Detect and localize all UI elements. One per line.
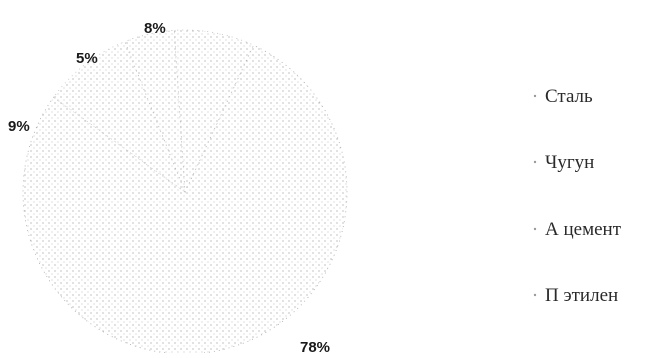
legend-marker-cast-iron bbox=[533, 160, 537, 164]
slice-asbestos-cement bbox=[124, 29, 186, 193]
pie-slices bbox=[22, 29, 348, 355]
slice-label-asbestos-cement: 5% bbox=[76, 50, 98, 67]
legend-marker-steel bbox=[533, 94, 537, 98]
pie-slice-labels: 78% 9% 5% 8% bbox=[8, 20, 330, 356]
legend: Сталь Чугун А цемент П этилен bbox=[533, 86, 622, 306]
legend-item-steel: Сталь bbox=[545, 86, 593, 107]
slice-polyethylene bbox=[173, 29, 254, 193]
slice-label-cast-iron: 9% bbox=[8, 118, 30, 135]
legend-marker-polyethylene bbox=[533, 293, 537, 297]
slice-label-steel: 78% bbox=[300, 339, 330, 353]
legend-item-cast-iron: Чугун bbox=[545, 152, 594, 173]
slice-cast-iron bbox=[53, 41, 186, 194]
legend-item-polyethylene: П этилен bbox=[545, 285, 618, 306]
legend-marker-asbestos-cement bbox=[533, 227, 537, 231]
slice-label-polyethylene: 8% bbox=[144, 20, 166, 37]
slice-steel bbox=[22, 44, 348, 355]
legend-item-asbestos-cement: А цемент bbox=[545, 219, 622, 240]
